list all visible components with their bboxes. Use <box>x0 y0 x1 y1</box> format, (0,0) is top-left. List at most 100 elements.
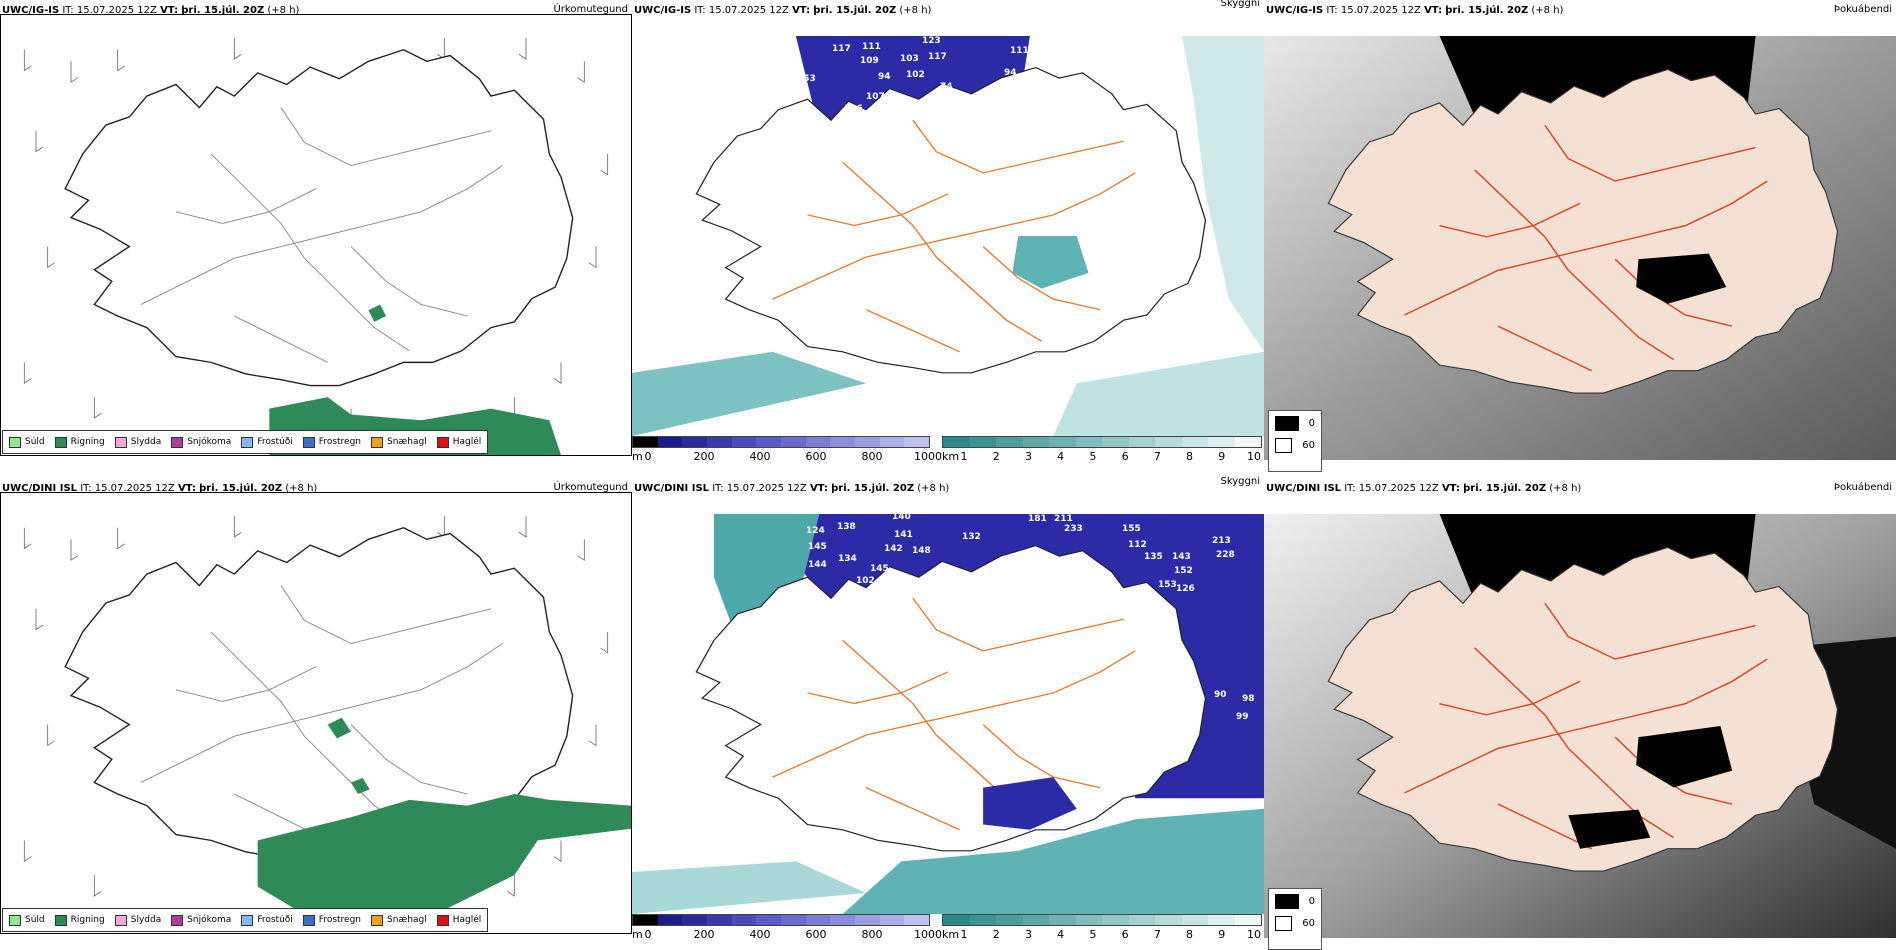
panel-title: UWC/DINI ISL IT: 15.07.2025 12Z VT: þri.… <box>634 483 950 494</box>
colorbar-tick: 8 <box>1186 450 1194 463</box>
vis-value: 142 <box>884 544 903 554</box>
colorbar-tick: 600 <box>805 450 827 463</box>
colorbar-tick: 2 <box>992 928 1000 941</box>
vis-value: 134 <box>838 554 857 564</box>
fog-map[interactable] <box>1264 514 1896 938</box>
colorbar-segment <box>1234 915 1261 925</box>
colorbar-tick: 6 <box>1121 450 1129 463</box>
colorbar-segment <box>633 437 658 447</box>
colorbar-segment <box>996 437 1023 447</box>
colorbar-tick: 6 <box>1121 928 1129 941</box>
vis-value: 233 <box>1064 524 1083 534</box>
colorbar-segment <box>731 437 757 447</box>
vis-value: 114 <box>1044 752 1063 762</box>
vis-value: 103 <box>900 54 919 64</box>
fog-legend: 0 60 <box>1268 410 1322 472</box>
vis-value: 108 <box>890 104 909 114</box>
swatch-icon <box>1275 438 1293 453</box>
colorbar-tick: 3 <box>1024 450 1032 463</box>
colorbar-tick: 400 <box>749 928 771 941</box>
colorbar-tick: 10 <box>1247 928 1261 941</box>
vis-value: 126 <box>844 104 863 114</box>
vis-value: 126 <box>1176 584 1195 594</box>
vis-value: 107 <box>866 92 885 102</box>
colorbar-tick: 600 <box>805 928 827 941</box>
colorbar-segment <box>1128 437 1155 447</box>
vis-value: 155 <box>1122 524 1141 534</box>
colorbar-segment <box>682 915 708 925</box>
vis-value: 132 <box>962 532 981 542</box>
vis-value: 117 <box>928 52 947 62</box>
colorbar-segment <box>1155 437 1182 447</box>
panel-corner-label: Úrkomutegund <box>553 482 628 493</box>
vis-value: 94 <box>1004 68 1017 78</box>
colorbar-segment <box>1128 915 1155 925</box>
colorbar-tick: 10 <box>1247 450 1261 463</box>
vis-value: 135 <box>1144 552 1163 562</box>
colorbar-tick: 2 <box>992 450 1000 463</box>
colorbar-segment <box>781 915 806 925</box>
colorbar-segment <box>943 437 970 447</box>
visibility-map[interactable]: 140 181 211 233 155 138 141 132 124 142 … <box>632 514 1264 914</box>
vis-value: 99 <box>1236 712 1249 722</box>
swatch-icon <box>241 436 254 448</box>
precip-map[interactable] <box>0 492 632 934</box>
vis-value: 74 <box>940 82 953 92</box>
colorbar-segment <box>879 915 905 925</box>
precip-legend: Súld Rigning Slydda Snjókoma Frostúði Fr… <box>2 908 489 932</box>
vis-value: 181 <box>1028 514 1047 524</box>
vis-value: 105 <box>1140 598 1159 608</box>
panel-corner-label: Úrkomutegund <box>553 4 628 15</box>
colorbar-tick: 800 <box>861 928 883 941</box>
vis-value: 140 <box>892 514 911 522</box>
colorbar-segment <box>996 915 1023 925</box>
panel-fog-ig: UWC/IG-IS IT: 15.07.2025 12Z VT: þri. 15… <box>1264 0 1896 472</box>
swatch-icon <box>9 914 21 926</box>
colorbar-segment <box>1234 437 1261 447</box>
vis-value: 211 <box>1054 514 1073 524</box>
swatch-icon <box>1275 894 1299 909</box>
colorbar-segment <box>1049 437 1076 447</box>
colorbar-segment <box>1075 915 1102 925</box>
vis-value: 124 <box>806 526 825 536</box>
colorbar-tick: 1 <box>960 928 968 941</box>
panel-corner-label: Skyggni <box>1220 0 1260 9</box>
panel-title: UWC/DINI ISL IT: 15.07.2025 12Z VT: þri.… <box>2 483 318 494</box>
swatch-icon <box>436 914 449 926</box>
colorbar-segment <box>1208 915 1235 925</box>
swatch-icon <box>114 436 127 448</box>
vis-value: 144 <box>808 560 827 570</box>
visibility-map[interactable]: 123 117 111 109 103 117 111 153 94 102 9… <box>632 36 1264 436</box>
colorbar-tick: 200 <box>693 928 715 941</box>
colorbar-segment <box>1075 437 1102 447</box>
colorbar-segment <box>682 437 708 447</box>
colorbar-segment <box>904 437 930 447</box>
fog-map[interactable] <box>1264 36 1896 460</box>
swatch-icon <box>54 436 67 448</box>
swatch-icon <box>302 436 315 448</box>
swatch-icon <box>54 914 67 926</box>
vis-value: 111 <box>862 42 881 52</box>
colorbar-tick: 0 <box>644 928 652 941</box>
colorbar-segment <box>969 915 996 925</box>
colorbar-tick: 400 <box>749 450 771 463</box>
vis-value: 117 <box>832 44 851 54</box>
visibility-colorbar-km: km 1 2 3 4 5 6 7 8 9 10 <box>942 436 1262 472</box>
vis-value: 153 <box>797 74 816 84</box>
colorbar-segment <box>1102 915 1129 925</box>
colorbar-segment <box>756 437 782 447</box>
colorbar-segment <box>805 915 831 925</box>
swatch-icon <box>371 436 384 448</box>
colorbar-segment <box>1102 437 1129 447</box>
panel-fog-dini: UWC/DINI ISL IT: 15.07.2025 12Z VT: þri.… <box>1264 478 1896 950</box>
colorbar-segment <box>1208 437 1235 447</box>
colorbar-tick: 9 <box>1218 450 1226 463</box>
panel-corner-label: Þokuábendi <box>1833 482 1892 493</box>
colorbar-segment <box>830 437 856 447</box>
panel-visibility-dini: UWC/DINI ISL IT: 15.07.2025 12Z VT: þri.… <box>632 476 1264 941</box>
precip-map[interactable] <box>0 14 632 456</box>
vis-value: 145 <box>870 564 889 574</box>
colorbar-segment <box>855 915 880 925</box>
colorbar-tick: 3 <box>1024 928 1032 941</box>
colorbar-tick: 200 <box>693 450 715 463</box>
